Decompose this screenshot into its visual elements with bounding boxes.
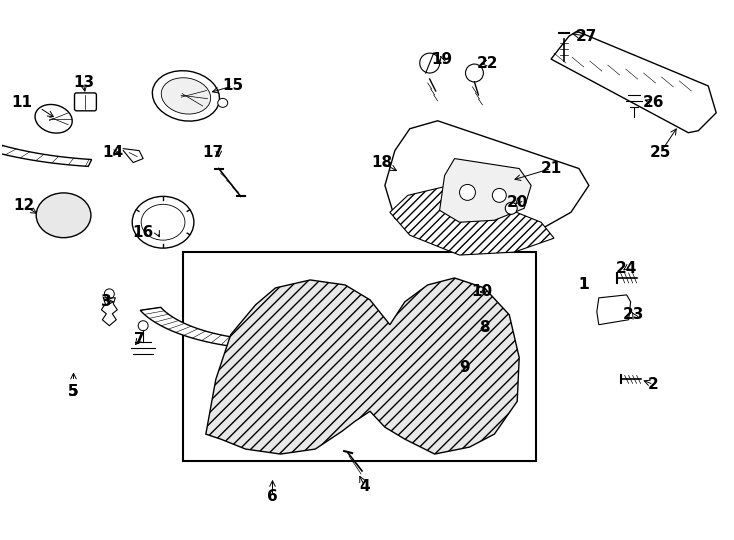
Circle shape xyxy=(420,53,440,73)
Polygon shape xyxy=(206,278,519,454)
Text: 24: 24 xyxy=(616,260,637,275)
Text: 17: 17 xyxy=(203,145,223,160)
Text: 27: 27 xyxy=(576,29,597,44)
Polygon shape xyxy=(0,114,92,166)
Polygon shape xyxy=(390,185,554,255)
Text: 13: 13 xyxy=(73,76,94,91)
Circle shape xyxy=(448,361,460,374)
Text: 2: 2 xyxy=(648,377,659,392)
Circle shape xyxy=(459,185,476,200)
Text: 1: 1 xyxy=(578,278,589,293)
Text: 10: 10 xyxy=(470,285,492,299)
Polygon shape xyxy=(597,295,631,325)
Polygon shape xyxy=(440,159,531,222)
Text: 1: 1 xyxy=(578,278,589,293)
Text: 23: 23 xyxy=(623,307,644,322)
Bar xyxy=(183,252,536,461)
FancyBboxPatch shape xyxy=(75,93,96,111)
Ellipse shape xyxy=(218,98,228,107)
Ellipse shape xyxy=(161,78,211,114)
Text: 5: 5 xyxy=(68,384,79,399)
Text: 19: 19 xyxy=(431,52,452,66)
Circle shape xyxy=(625,79,642,95)
Text: 5: 5 xyxy=(68,384,79,399)
Text: 25: 25 xyxy=(650,145,671,160)
Polygon shape xyxy=(385,121,589,240)
Ellipse shape xyxy=(35,104,72,133)
Text: 3: 3 xyxy=(101,294,112,309)
Text: 14: 14 xyxy=(103,145,124,160)
Polygon shape xyxy=(551,31,716,133)
Text: 26: 26 xyxy=(643,96,664,110)
Ellipse shape xyxy=(153,71,219,121)
Circle shape xyxy=(468,321,479,333)
Text: 8: 8 xyxy=(479,320,490,335)
Circle shape xyxy=(505,202,517,214)
Circle shape xyxy=(138,321,148,330)
Circle shape xyxy=(493,188,506,202)
Text: 6: 6 xyxy=(267,489,278,504)
Text: 7: 7 xyxy=(134,332,145,347)
Ellipse shape xyxy=(141,204,185,240)
Ellipse shape xyxy=(36,193,91,238)
Text: 15: 15 xyxy=(222,78,243,93)
Text: 4: 4 xyxy=(360,480,371,495)
Text: 21: 21 xyxy=(540,161,562,176)
Text: 22: 22 xyxy=(476,56,498,71)
Circle shape xyxy=(465,64,484,82)
Text: 11: 11 xyxy=(11,96,32,110)
Text: 16: 16 xyxy=(133,225,154,240)
Ellipse shape xyxy=(132,197,194,248)
Text: 12: 12 xyxy=(13,198,34,213)
Circle shape xyxy=(462,313,473,325)
Circle shape xyxy=(456,329,468,341)
Text: 18: 18 xyxy=(371,155,393,170)
Text: 20: 20 xyxy=(506,195,528,210)
Text: 9: 9 xyxy=(459,360,470,375)
Polygon shape xyxy=(140,307,237,346)
Circle shape xyxy=(104,289,115,299)
